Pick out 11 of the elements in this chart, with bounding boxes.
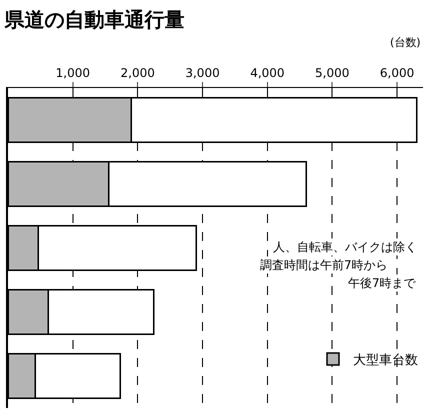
annotation: 午後7時まで [348,276,417,290]
annotation: 調査時間は午前7時から [260,258,388,272]
x-tick-label: 6,000 [380,66,414,80]
x-tick-label: 1,000 [56,66,90,80]
annotation: 人、自転車、バイクは除く [273,240,417,254]
x-tick-label: 4,000 [250,66,285,80]
chart-title: 県道の自動車通行量 [3,7,184,32]
x-axis-title: (台数) [390,36,421,49]
x-tick-label: 3,000 [185,66,220,80]
x-tick-label: 2,000 [120,66,155,80]
x-tick-label: 5,000 [315,66,350,80]
